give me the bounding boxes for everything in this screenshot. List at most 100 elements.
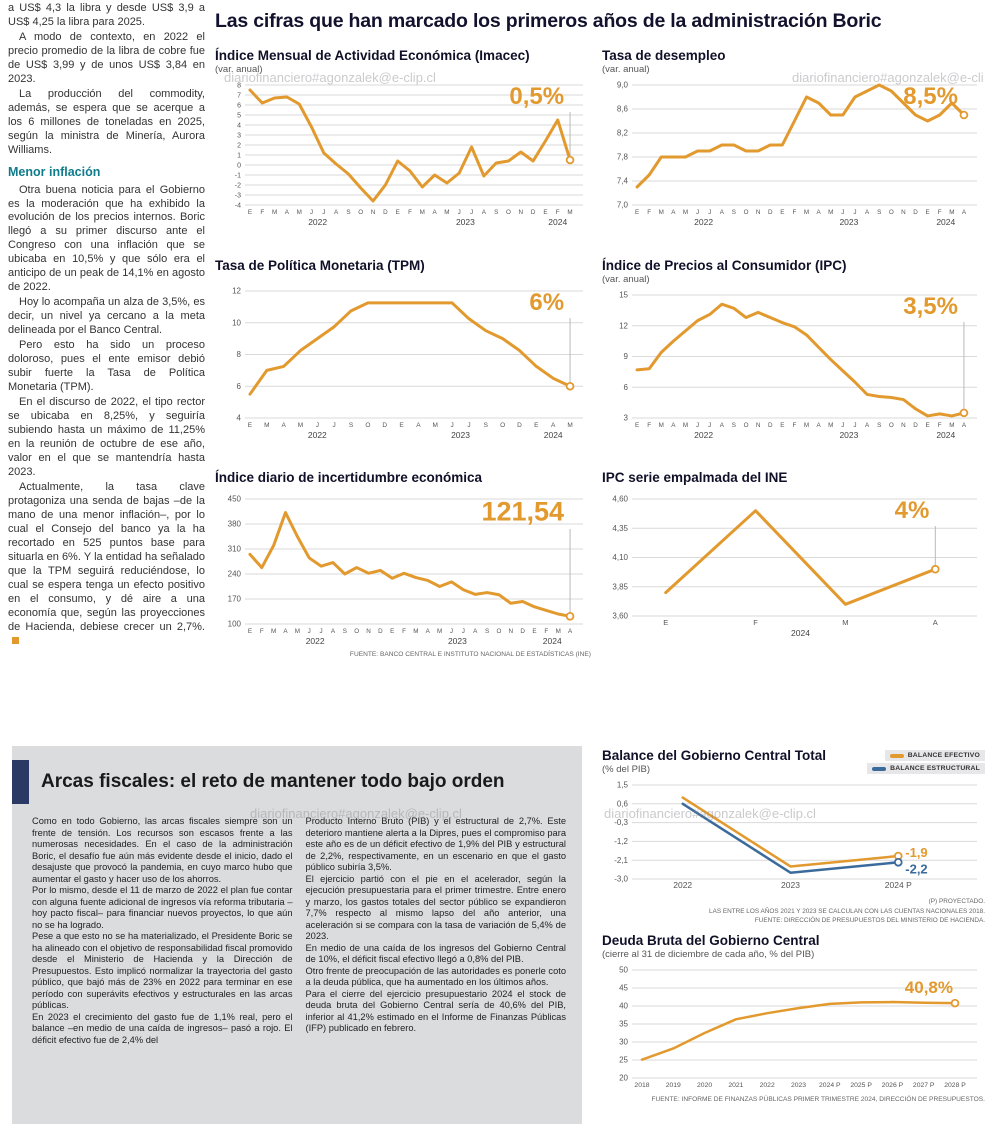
svg-text:4,35: 4,35 xyxy=(612,524,628,533)
svg-text:E: E xyxy=(248,209,252,216)
svg-text:E: E xyxy=(534,422,539,429)
svg-text:M: M xyxy=(437,628,442,635)
paragraph: Para el cierre del ejercicio presupuesta… xyxy=(305,988,567,1034)
svg-text:D: D xyxy=(520,628,525,635)
svg-text:J: J xyxy=(316,422,319,429)
chart-title: Índice de Precios al Consumidor (IPC) xyxy=(602,258,847,273)
line-chart-canvas: 4,60 4,35 4,10 3,85 3,60 E F M A 2024 4% xyxy=(602,491,985,641)
chart-title: IPC serie empalmada del INE xyxy=(602,470,788,485)
svg-text:N: N xyxy=(508,628,513,635)
svg-text:3,5%: 3,5% xyxy=(903,293,958,320)
svg-text:F: F xyxy=(260,628,264,635)
chart-footnotes: (P) PROYECTADO. LAS ENTRE LOS AÑOS 2021 Y… xyxy=(602,897,985,926)
svg-text:8: 8 xyxy=(237,83,241,90)
chart-subtitle: (var. anual) xyxy=(602,64,650,75)
fiscal-section-header: Arcas fiscales: el reto de mantener todo… xyxy=(12,746,582,808)
svg-text:-0,3: -0,3 xyxy=(614,818,628,827)
svg-text:S: S xyxy=(485,628,489,635)
svg-text:S: S xyxy=(877,209,881,216)
svg-text:2023: 2023 xyxy=(448,636,467,646)
svg-text:O: O xyxy=(500,422,505,429)
svg-text:7: 7 xyxy=(237,93,241,100)
svg-text:2018: 2018 xyxy=(634,1082,649,1089)
svg-text:35: 35 xyxy=(619,1020,628,1029)
svg-text:M: M xyxy=(433,422,438,429)
svg-text:D: D xyxy=(517,422,522,429)
svg-text:2021: 2021 xyxy=(728,1082,743,1089)
svg-text:-4: -4 xyxy=(235,203,241,210)
svg-text:N: N xyxy=(901,422,906,429)
legend-swatch-orange xyxy=(889,753,904,758)
legend-swatch-blue xyxy=(872,766,887,771)
svg-text:F: F xyxy=(793,209,797,216)
svg-text:M: M xyxy=(264,422,269,429)
svg-text:J: J xyxy=(467,422,470,429)
legend-label: BALANCE ESTRUCTURAL xyxy=(890,765,980,772)
svg-text:2022: 2022 xyxy=(308,430,327,440)
svg-text:M: M xyxy=(420,209,425,216)
chart-subtitle: (cierre al 31 de diciembre de cada año, … xyxy=(602,949,815,960)
svg-text:E: E xyxy=(926,422,930,429)
line-chart-canvas: 1,5 0,6 -0,3 -1,2 -2,1 -3,0 2022 2023 2024 P -1,9… xyxy=(602,777,985,895)
legend-item-balance-estructural: BALANCE ESTRUCTURAL xyxy=(867,763,985,774)
svg-text:E: E xyxy=(635,422,639,429)
svg-text:J: J xyxy=(708,422,711,429)
chart-tpm: Tasa de Política Monetaria (TPM) 12 10 8 6 4… xyxy=(215,258,591,443)
svg-text:450: 450 xyxy=(228,495,242,504)
subhead-menor-inflacion: Menor inflación xyxy=(8,164,101,179)
svg-text:2024 P: 2024 P xyxy=(885,880,912,890)
svg-text:A: A xyxy=(482,209,487,216)
svg-text:M: M xyxy=(949,209,954,216)
chart-desempleo: Tasa de desempleo (var. anual) 9,0 8,6 8,2… xyxy=(602,48,985,230)
svg-text:2023: 2023 xyxy=(451,430,470,440)
svg-text:J: J xyxy=(470,209,473,216)
svg-text:J: J xyxy=(320,628,323,635)
svg-text:-1,9: -1,9 xyxy=(905,845,927,860)
svg-text:2027 P: 2027 P xyxy=(913,1082,935,1089)
svg-text:4,10: 4,10 xyxy=(612,553,628,562)
svg-text:E: E xyxy=(399,422,404,429)
svg-text:6: 6 xyxy=(237,382,242,391)
svg-text:S: S xyxy=(484,422,489,429)
svg-text:M: M xyxy=(949,422,954,429)
svg-text:2024: 2024 xyxy=(936,217,955,227)
svg-text:2023: 2023 xyxy=(781,880,800,890)
svg-text:4: 4 xyxy=(237,414,242,423)
svg-text:1: 1 xyxy=(237,153,241,160)
svg-text:2022: 2022 xyxy=(694,430,713,440)
chart-subtitle: (% del PIB) xyxy=(602,764,651,775)
svg-text:M: M xyxy=(683,422,688,429)
svg-text:A: A xyxy=(416,422,421,429)
svg-text:E: E xyxy=(780,209,784,216)
svg-text:A: A xyxy=(426,628,431,635)
svg-text:E: E xyxy=(248,628,252,635)
svg-text:F: F xyxy=(408,209,412,216)
svg-text:7,0: 7,0 xyxy=(617,201,629,210)
svg-text:J: J xyxy=(450,628,453,635)
svg-text:M: M xyxy=(272,209,277,216)
svg-text:A: A xyxy=(817,209,822,216)
svg-text:F: F xyxy=(647,422,651,429)
paragraph: Producto Interno Bruto (PIB) y el estruc… xyxy=(305,816,567,873)
svg-text:7,4: 7,4 xyxy=(617,177,629,186)
svg-text:F: F xyxy=(556,209,560,216)
svg-text:F: F xyxy=(260,209,264,216)
left-article-column: a US$ 4,3 la libra y desde US$ 3,9 a US$… xyxy=(8,2,205,738)
svg-text:O: O xyxy=(744,422,749,429)
svg-text:J: J xyxy=(841,209,844,216)
svg-text:A: A xyxy=(962,422,967,429)
svg-text:S: S xyxy=(494,209,498,216)
svg-text:M: M xyxy=(683,209,688,216)
chart-subtitle: (var. anual) xyxy=(602,274,650,285)
paragraph: La producción del commodity, además, se … xyxy=(8,87,205,156)
svg-text:N: N xyxy=(371,209,376,216)
svg-text:8,2: 8,2 xyxy=(617,129,629,138)
page-title: Las cifras que han marcado los primeros … xyxy=(215,10,882,32)
svg-text:S: S xyxy=(343,628,347,635)
svg-text:8,5%: 8,5% xyxy=(903,83,958,110)
svg-text:E: E xyxy=(663,618,668,627)
svg-text:A: A xyxy=(473,628,478,635)
svg-text:2022: 2022 xyxy=(760,1082,775,1089)
line-chart-canvas: 450 380 310 240 170 100 E F M A M J J A S O N D E F M A M J J A S O… xyxy=(215,491,591,649)
paragraph: a US$ 4,3 la libra y desde US$ 3,9 a US$… xyxy=(8,2,205,28)
